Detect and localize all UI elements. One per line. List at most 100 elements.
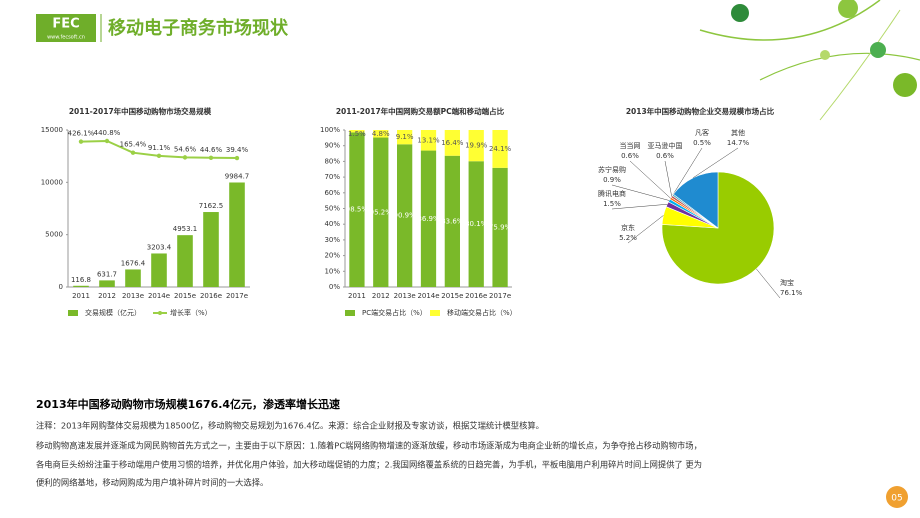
- slice-value: 14.7%: [727, 139, 750, 147]
- slice-value: 0.9%: [603, 176, 621, 184]
- data-label: 90.9%: [394, 212, 417, 220]
- leader-line: [672, 147, 703, 196]
- stacked-bar: [444, 155, 460, 287]
- data-label: 1.5%: [348, 130, 366, 138]
- leader-line: [664, 160, 672, 197]
- data-label: 116.8: [71, 276, 91, 284]
- slice-value: 0.5%: [693, 139, 711, 147]
- logo-box: [36, 14, 96, 42]
- leader-line: [611, 204, 668, 210]
- slide-title: 移动电子商务市场现状: [108, 17, 289, 39]
- slice-value: 76.1%: [780, 289, 803, 297]
- slice-label: 当当网: [620, 141, 641, 150]
- y-tick-label: 60%: [324, 189, 340, 197]
- growth-point: [130, 150, 136, 155]
- data-label: 83.6%: [441, 217, 464, 225]
- pie-slice: [672, 171, 719, 229]
- data-label: 1676.4: [121, 259, 146, 267]
- y-tick-label: 80%: [324, 157, 340, 165]
- data-label: 54.6%: [174, 145, 197, 153]
- x-tick-label: 2017e: [226, 292, 248, 300]
- stacked-bar: [444, 130, 460, 156]
- growth-point: [208, 155, 214, 161]
- stacked-bar: [420, 130, 437, 151]
- y-tick-label: 0: [59, 283, 63, 291]
- chart-title: 2011-2017年中国移动购物市场交易规模: [69, 106, 212, 116]
- chart-title: 2011-2017年中国网购交易额PC端和移动端占比: [336, 106, 505, 116]
- y-tick-label: 30%: [324, 236, 340, 244]
- bar: [229, 182, 245, 287]
- x-tick-label: 2013e: [122, 292, 144, 300]
- y-tick-label: 90%: [324, 142, 340, 150]
- data-label: 19.9%: [465, 142, 488, 150]
- slice-label: 亚马逊中国: [648, 141, 683, 150]
- legend-label: PC端交易占比（%）: [362, 308, 427, 317]
- data-label: 91.1%: [148, 144, 171, 152]
- summary-heading: 2013年中国移动购物市场规模1676.4亿元，渗透率增长迅速: [36, 397, 340, 411]
- x-tick-label: 2011: [348, 292, 366, 300]
- x-tick-label: 2014e: [417, 292, 439, 300]
- slice-value: 5.2%: [619, 234, 637, 242]
- summary-line: 注释：2013年网购整体交易规模为18500亿，移动购物交易规划为1676.4亿…: [36, 421, 544, 431]
- growth-point: [182, 155, 188, 160]
- legend-label: 增长率（%）: [170, 308, 212, 317]
- page-number: 05: [891, 494, 902, 504]
- data-label: 95.2%: [370, 208, 393, 216]
- y-tick-label: 40%: [324, 220, 340, 228]
- x-tick-label: 2012: [98, 292, 116, 300]
- x-tick-label: 2016e: [465, 292, 487, 300]
- y-tick-label: 10000: [41, 178, 63, 186]
- y-tick-label: 50%: [324, 205, 340, 213]
- slice-label: 凡客: [695, 128, 709, 137]
- legend-label: 交易规模（亿元）: [85, 308, 141, 317]
- legend-swatch: [68, 310, 78, 316]
- x-tick-label: 2013e: [394, 292, 416, 300]
- data-label: 426.1%: [68, 130, 95, 138]
- data-label: 631.7: [97, 270, 117, 278]
- data-label: 440.8%: [94, 129, 121, 137]
- data-label: 44.6%: [200, 146, 223, 154]
- leader-line: [692, 147, 739, 179]
- growth-point: [234, 155, 240, 161]
- data-label: 24.1%: [489, 145, 512, 153]
- data-label: 165.4%: [120, 141, 147, 149]
- stacked-bar: [468, 130, 484, 162]
- stacked-bar: [349, 130, 365, 133]
- slice-label: 其他: [731, 128, 745, 137]
- bar: [203, 212, 219, 287]
- legend-swatch: [430, 310, 440, 316]
- x-tick-label: 2011: [72, 292, 90, 300]
- data-label: 4.8%: [372, 130, 390, 138]
- data-label: 9984.7: [225, 172, 250, 180]
- site: www.fecsoft.cn: [47, 35, 85, 41]
- y-tick-label: 70%: [324, 173, 340, 181]
- y-tick-label: 100%: [320, 126, 340, 134]
- stacked-bar: [373, 137, 389, 287]
- slice-label: 京东: [621, 223, 635, 232]
- bar: [125, 269, 141, 287]
- data-label: 39.4%: [226, 146, 249, 154]
- slice-value: 0.6%: [656, 152, 674, 160]
- stacked-bar: [468, 161, 484, 287]
- y-tick-label: 20%: [324, 252, 340, 260]
- x-tick-label: 2015e: [441, 292, 463, 300]
- data-label: 4953.1: [173, 225, 198, 233]
- stacked-bar: [492, 167, 508, 287]
- leader-line: [629, 160, 671, 199]
- growth-point: [104, 138, 110, 144]
- page-badge: [886, 486, 908, 508]
- growth-point: [156, 153, 162, 159]
- data-label: 16.4%: [441, 139, 464, 147]
- data-label: 98.5%: [346, 206, 369, 214]
- data-label: 86.9%: [417, 215, 440, 223]
- growth-point: [78, 139, 84, 144]
- stacked-bar: [492, 130, 508, 168]
- data-label: 9.1%: [396, 133, 414, 141]
- y-tick-label: 0%: [329, 283, 340, 291]
- bar: [151, 253, 167, 287]
- x-tick-label: 2012: [372, 292, 390, 300]
- data-label: 3203.4: [147, 243, 172, 251]
- y-tick-label: 15000: [41, 126, 63, 134]
- bar: [73, 285, 89, 287]
